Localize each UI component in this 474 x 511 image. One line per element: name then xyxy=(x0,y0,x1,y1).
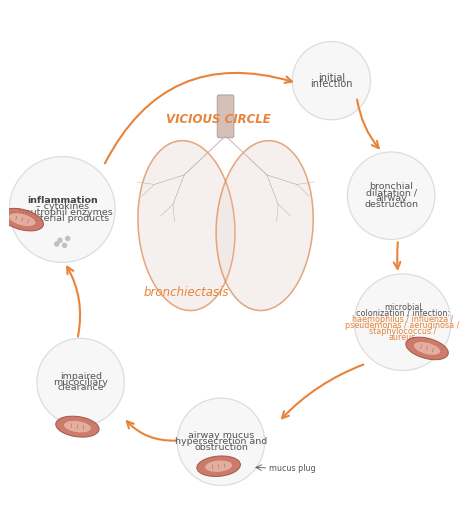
FancyArrowPatch shape xyxy=(394,242,401,269)
Text: destruction: destruction xyxy=(364,200,418,209)
Text: airway mucus: airway mucus xyxy=(188,431,254,440)
Text: dilatation /: dilatation / xyxy=(365,188,417,197)
Text: aureus: aureus xyxy=(389,333,416,342)
Ellipse shape xyxy=(56,416,99,437)
Text: clearance: clearance xyxy=(57,383,104,392)
Text: – neutrophil enzymes: – neutrophil enzymes xyxy=(11,208,113,217)
FancyArrowPatch shape xyxy=(67,267,80,337)
Ellipse shape xyxy=(216,141,313,311)
Text: VICIOUS CIRCLE: VICIOUS CIRCLE xyxy=(166,113,271,126)
Text: mucus plug: mucus plug xyxy=(269,463,316,473)
FancyArrowPatch shape xyxy=(282,364,363,419)
Circle shape xyxy=(57,238,63,243)
Ellipse shape xyxy=(1,208,44,231)
FancyBboxPatch shape xyxy=(217,95,234,138)
Text: staphylococcus /: staphylococcus / xyxy=(369,327,436,336)
Text: bronchial: bronchial xyxy=(369,182,413,191)
Text: – bacterial products: – bacterial products xyxy=(15,214,109,223)
Text: infection: infection xyxy=(310,79,353,89)
Text: – cytokines: – cytokines xyxy=(36,202,89,211)
FancyArrowPatch shape xyxy=(105,73,292,164)
Circle shape xyxy=(355,274,451,370)
Circle shape xyxy=(9,156,115,263)
Text: obstruction: obstruction xyxy=(194,444,248,452)
Circle shape xyxy=(62,243,67,248)
Ellipse shape xyxy=(406,337,448,360)
Circle shape xyxy=(347,152,435,239)
Circle shape xyxy=(292,41,371,120)
Text: airway: airway xyxy=(375,194,407,203)
Text: pseudemonas / aeruginosa /: pseudemonas / aeruginosa / xyxy=(346,321,460,330)
Circle shape xyxy=(65,236,71,241)
Text: colonization / infection:: colonization / infection: xyxy=(356,309,450,318)
Text: bronchiectasis: bronchiectasis xyxy=(144,286,229,299)
Ellipse shape xyxy=(414,342,440,355)
Ellipse shape xyxy=(197,456,240,476)
Ellipse shape xyxy=(138,141,235,311)
Circle shape xyxy=(54,241,59,247)
Text: mucociliary: mucociliary xyxy=(53,378,108,386)
FancyArrowPatch shape xyxy=(127,421,176,440)
Text: haemophilus / influenza /: haemophilus / influenza / xyxy=(352,315,453,323)
Ellipse shape xyxy=(64,421,91,432)
Text: hypersecretion and: hypersecretion and xyxy=(175,437,267,446)
FancyArrowPatch shape xyxy=(357,100,379,148)
Ellipse shape xyxy=(205,460,232,472)
Text: microbial: microbial xyxy=(384,303,421,312)
Text: initial: initial xyxy=(318,73,345,83)
Ellipse shape xyxy=(9,213,36,226)
Circle shape xyxy=(37,338,124,426)
Text: inflammation: inflammation xyxy=(27,196,98,205)
Text: impaired: impaired xyxy=(60,371,101,381)
Circle shape xyxy=(177,398,264,485)
